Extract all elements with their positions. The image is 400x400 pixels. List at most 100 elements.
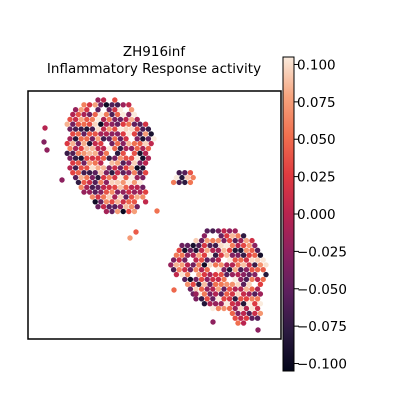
tissue-spot [98, 189, 104, 195]
tissue-spot [72, 116, 79, 123]
tissue-spot [201, 233, 208, 239]
tissue-spot [89, 194, 96, 200]
tissue-spot [103, 102, 110, 108]
tissue-spot [100, 116, 107, 123]
tissue-spot [184, 242, 191, 249]
tissue-spot [249, 286, 255, 292]
tissue-spot [137, 170, 143, 176]
tissue-spot [170, 257, 177, 263]
tissue-spot [86, 150, 93, 156]
tissue-spot [67, 116, 73, 123]
tissue-spot [100, 204, 107, 210]
tissue-spot [114, 150, 121, 156]
tissue-spot [198, 257, 205, 263]
tissue-spot [142, 160, 149, 166]
tissue-spot [78, 145, 84, 152]
tissue-spot [215, 305, 222, 312]
tissue-spot [75, 140, 82, 147]
tissue-spot [229, 252, 236, 258]
tissue-spot [131, 199, 138, 205]
tissue-spot [240, 281, 247, 287]
tissue-spot [131, 179, 138, 186]
tissue-spot [100, 155, 107, 161]
colorbar-tick-label: −0.100 [297, 357, 347, 373]
tissue-spot [179, 252, 185, 258]
tissue-spot [190, 252, 196, 258]
tissue-spot [95, 116, 101, 123]
tissue-spot [134, 204, 140, 210]
tissue-spot [173, 271, 180, 278]
tissue-spot [240, 233, 247, 239]
tissue-spot [176, 179, 182, 186]
tissue-spot [173, 252, 180, 258]
tissue-spot [128, 107, 135, 113]
tissue-spot [44, 147, 50, 153]
tissue-spot [229, 262, 236, 268]
tissue-spot [198, 267, 205, 273]
tissue-spot [84, 145, 90, 152]
tissue-spot [103, 111, 110, 118]
tissue-spot [235, 281, 241, 287]
tissue-spot [243, 237, 250, 244]
tissue-spot [84, 126, 90, 132]
tissue-spot [212, 301, 219, 307]
tissue-spot [109, 131, 115, 137]
tissue-spot [98, 150, 104, 156]
tissue-spot [224, 252, 230, 258]
tissue-spot [221, 228, 227, 234]
tissue-spot [75, 131, 82, 137]
tissue-spot [260, 267, 266, 273]
tissue-spot [254, 257, 261, 263]
tissue-spot [92, 140, 98, 147]
tissue-spot [249, 315, 255, 321]
tissue-spot [140, 155, 146, 161]
tissue-spot [238, 305, 244, 312]
tissue-spot [100, 165, 107, 171]
tissue-spot [249, 267, 255, 273]
tissue-spot [89, 184, 96, 190]
tissue-spot [81, 102, 87, 108]
tissue-spot [114, 179, 121, 186]
tissue-spot [112, 97, 118, 103]
tissue-spot [137, 179, 143, 186]
tissue-spot [131, 131, 138, 137]
tissue-spot [240, 242, 247, 249]
tissue-spot [235, 301, 241, 307]
tissue-spot [100, 126, 107, 132]
tissue-spot [120, 179, 126, 186]
tissue-spot [179, 271, 185, 278]
tissue-spot [215, 286, 222, 292]
tissue-spot [78, 155, 84, 161]
tissue-spot [148, 131, 154, 137]
tissue-spot [190, 262, 196, 268]
tissue-spot [100, 145, 107, 152]
tissue-spot [131, 160, 138, 166]
tissue-spot [201, 242, 208, 249]
tissue-spot [240, 310, 247, 317]
tissue-spot [112, 174, 118, 181]
tissue-spot [126, 170, 132, 176]
tissue-spot [212, 291, 219, 297]
tissue-spot [95, 194, 101, 200]
tissue-spot [254, 267, 261, 273]
tissue-spot [134, 136, 140, 142]
colorbar-tick-label: 0.100 [297, 57, 336, 73]
tissue-spot [182, 257, 188, 263]
tissue-spot [81, 189, 87, 195]
tissue-spot [103, 189, 110, 195]
tissue-spot [240, 291, 247, 297]
tissue-spot [218, 252, 224, 258]
tissue-spot [81, 150, 87, 156]
tissue-spot [252, 242, 258, 249]
colorbar-tick-label: −0.050 [297, 282, 347, 298]
tissue-spot [238, 296, 244, 302]
tissue-spot [154, 208, 160, 214]
tissue-spot [140, 126, 146, 132]
tissue-spot [106, 116, 112, 123]
tissue-spot [114, 160, 121, 166]
tissue-spot [75, 179, 82, 186]
tissue-spot [249, 276, 255, 283]
tissue-spot [42, 125, 48, 131]
tissue-spot [131, 189, 138, 195]
